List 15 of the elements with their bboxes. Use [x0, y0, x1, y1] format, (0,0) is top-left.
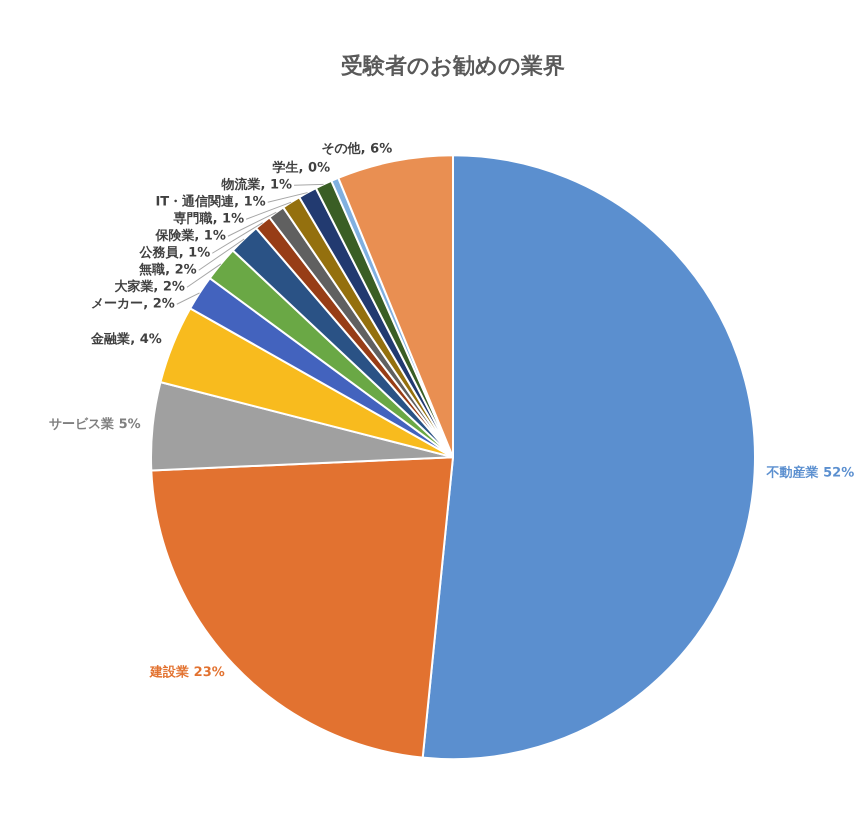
slice-label: 建設業 23%	[149, 664, 225, 680]
slice-label: 大家業, 2%	[114, 278, 185, 295]
slice-label: サービス業 5%	[49, 417, 141, 432]
slice-label: 専門職, 1%	[172, 210, 244, 227]
slice-label: 学生, 0%	[272, 160, 330, 176]
slice-label: IT・通信関連, 1%	[155, 194, 266, 210]
slice-label: 公務員, 1%	[138, 246, 210, 261]
slice-label: 金融業, 4%	[90, 332, 162, 348]
slice-label: メーカー, 2%	[91, 296, 175, 312]
slice-label: 無職, 2%	[138, 262, 197, 278]
slice-label: 保険業, 1%	[154, 228, 226, 244]
slice-label: 物流業, 1%	[220, 176, 292, 193]
chart-title: 受験者のお勧めの業界	[341, 54, 565, 79]
slice-label: その他, 6%	[322, 142, 392, 157]
slice-label: 不動産業 52%	[766, 464, 854, 480]
